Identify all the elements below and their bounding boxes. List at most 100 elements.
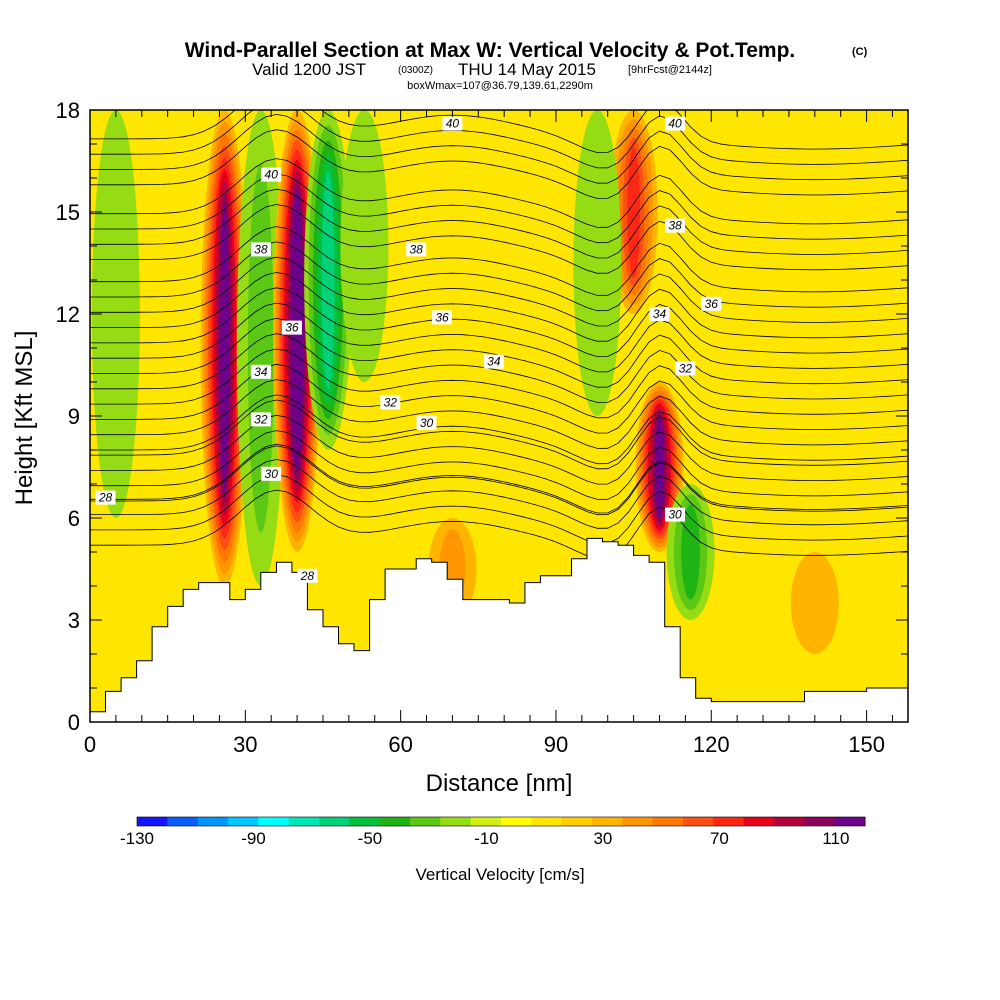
x-tick-label: 60: [388, 732, 412, 757]
colorbar-swatch: [622, 817, 654, 826]
contour-28-0: [90, 489, 908, 560]
colorbar-swatch: [804, 817, 836, 826]
contour-label-text: 36: [705, 297, 719, 311]
colorbar-swatch: [592, 817, 623, 826]
valid-date-label: THU 14 May 2015: [458, 60, 596, 79]
x-tick-label: 0: [84, 732, 96, 757]
contour-34-0: [90, 333, 908, 403]
contour-label-text: 30: [668, 508, 682, 522]
contour-label-box: [442, 116, 463, 131]
x-axis-label: Distance [nm]: [426, 770, 573, 797]
copyright-mark: (C): [852, 46, 868, 58]
contour-label-4: 30: [665, 508, 686, 522]
contour-label-17: 40: [261, 167, 282, 182]
contour-38-2: [90, 173, 908, 244]
colorbar-swatch: [501, 817, 532, 826]
contour-38-0: [90, 204, 908, 274]
y-tick-label: 3: [68, 608, 80, 633]
colorbar-swatch: [349, 817, 381, 826]
contour-label-text: 32: [254, 412, 268, 426]
colorbar-tick-label: 110: [822, 829, 849, 848]
colorbar-tick-label: 30: [593, 829, 612, 848]
colorbar: -130 -90 -50 -10 30 70 110: [120, 816, 866, 848]
colorbar-swatch: [228, 817, 259, 826]
colorbar-swatch: [379, 817, 411, 826]
contour-label-6: 32: [380, 395, 401, 410]
contour-label-box: [416, 415, 437, 430]
y-tick-label: 12: [56, 302, 80, 327]
y-tick-label: 18: [56, 98, 80, 123]
contour-label-text: 38: [409, 242, 423, 256]
contour-label-text: 28: [98, 491, 113, 505]
plot-area: 28 28 30 30 30 32 32 32 34 34 34 36 36 36 38 38 38 40 40 40: [90, 110, 908, 722]
y-tick-label: 9: [68, 404, 80, 429]
contour-label-19: 40: [665, 116, 686, 131]
y-tick-label: 0: [68, 710, 80, 735]
contour-30-1: [90, 430, 908, 500]
colorbar-swatch: [561, 817, 593, 826]
colorbar-frame: [136, 816, 866, 827]
y-tick-label: 15: [56, 200, 80, 225]
contour-label-text: 38: [254, 242, 268, 256]
contour-40-0: [90, 129, 908, 199]
contour-label-text: 30: [420, 416, 434, 430]
contour-label-box: [250, 242, 271, 257]
contour-label-box: [250, 412, 271, 427]
contour-labels: 28 28 30 30 30 32 32 32 34 34 34 36 36 36 38 38 38 40 40 40: [95, 116, 722, 583]
contour-label-box: [250, 364, 271, 379]
contour-38-1: [90, 188, 908, 259]
contour-label-text: 36: [285, 321, 299, 335]
velocity-band-8-0: [573, 110, 622, 416]
colorbar-tick-label: -130: [120, 829, 154, 848]
colorbar-swatch: [743, 817, 775, 826]
colorbar-tick-label: -50: [358, 829, 383, 848]
forecast-label: [9hrFcst@2144z]: [628, 64, 712, 76]
contour-30-2: [90, 414, 908, 485]
x-axis: 0 30 60 90 120 150: [84, 110, 893, 757]
contour-30-0: [90, 445, 908, 516]
contour-label-text: 32: [384, 395, 398, 409]
contour-label-box: [432, 310, 453, 325]
contour-40-3: [90, 110, 908, 154]
colorbar-swatch: [834, 817, 866, 826]
velocity-band-11-0: [790, 552, 839, 654]
contour-36-0: [90, 272, 908, 342]
velocity-band-0-8: [220, 205, 230, 491]
contour-label-9: 34: [483, 354, 504, 369]
colorbar-swatch: [258, 817, 290, 826]
velocity-band-3-4: [321, 171, 335, 389]
colorbar-swatch: [410, 817, 441, 826]
y-axis: 0 36 9 12 15 18: [56, 98, 908, 735]
velocity-band-4-0: [340, 110, 389, 382]
x-tick-label: 150: [848, 732, 885, 757]
colorbar-swatch: [713, 817, 745, 826]
contour-label-text: 36: [435, 310, 449, 324]
contour-label-15: 38: [406, 242, 427, 257]
colorbar-label: Vertical Velocity [cm/s]: [415, 865, 584, 884]
contour-28-1: [90, 474, 908, 545]
contour-label-text: 40: [265, 168, 279, 182]
contour-label-text: 30: [265, 467, 279, 481]
contour-label-box: [380, 395, 401, 410]
contour-label-text: 38: [668, 219, 682, 233]
contour-label-box: [281, 320, 302, 335]
x-tick-label: 30: [233, 732, 257, 757]
contour-label-1: 28: [297, 568, 318, 583]
contour-32-1: [90, 379, 908, 449]
contour-label-text: 32: [679, 361, 693, 375]
colorbar-swatch: [288, 817, 320, 826]
contour-32-3: [90, 348, 908, 419]
valid-utc-label: (0300Z): [398, 65, 433, 76]
contour-label-13: 36: [701, 296, 722, 311]
contour-34-3: [90, 287, 908, 358]
contour-32-2: [90, 363, 908, 434]
x-tick-label: 90: [544, 732, 568, 757]
contour-label-7: 32: [675, 361, 696, 376]
y-axis-label: Height [Kft MSL]: [11, 331, 38, 506]
contour-34-2: [90, 302, 908, 373]
contour-label-box: [665, 116, 686, 131]
colorbar-swatch: [470, 817, 502, 826]
colorbar-tick-label: -90: [241, 829, 266, 848]
contour-label-16: 38: [665, 218, 686, 233]
